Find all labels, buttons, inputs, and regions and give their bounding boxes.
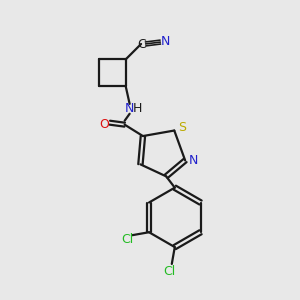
Text: Cl: Cl [121,233,134,246]
Text: N: N [125,102,134,115]
Text: O: O [99,118,109,131]
Text: H: H [133,102,142,115]
Text: Cl: Cl [164,266,176,278]
Text: N: N [161,34,170,47]
Text: S: S [178,121,186,134]
Text: C: C [138,38,146,52]
Text: N: N [188,154,198,167]
